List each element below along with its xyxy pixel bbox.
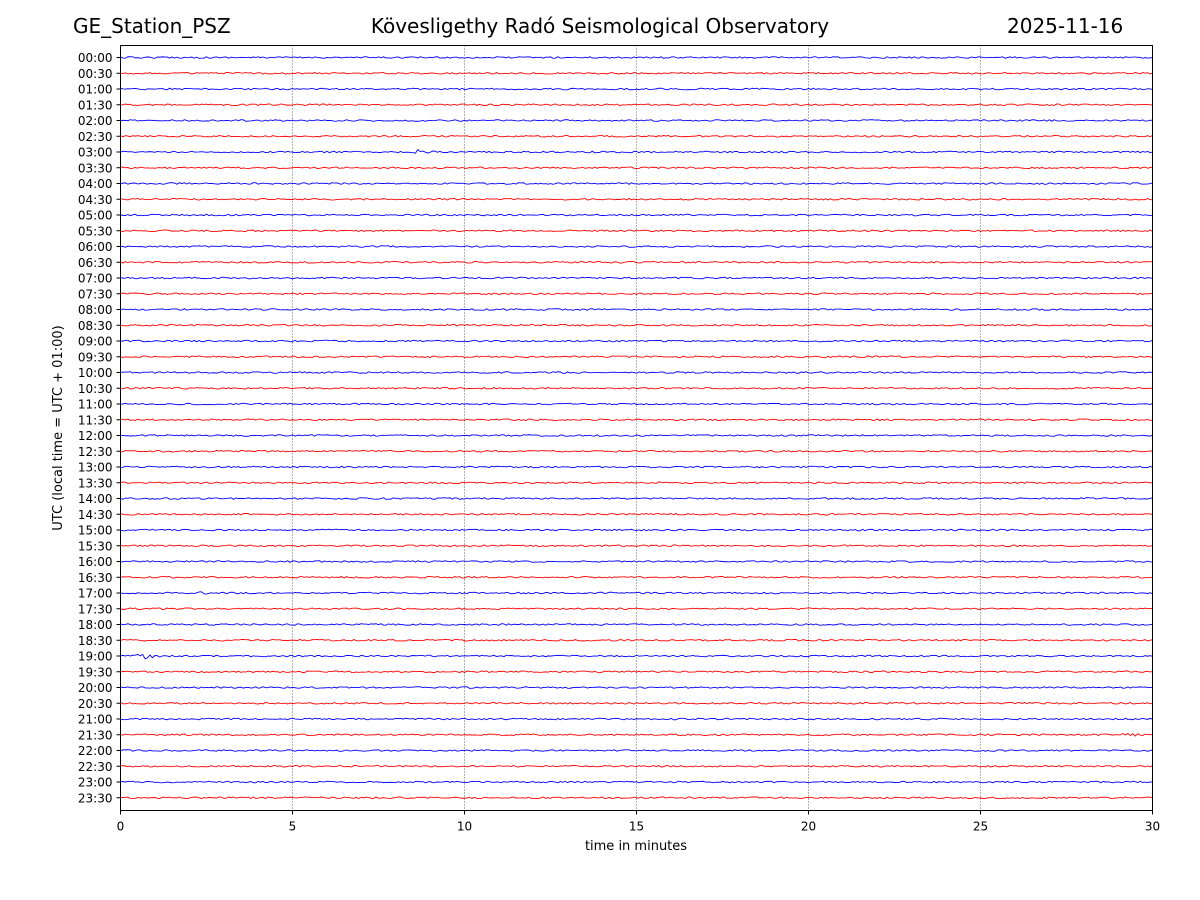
y-tick-label: 19:30 <box>78 665 113 679</box>
trace-1500 <box>120 528 1153 532</box>
y-tick-label: 04:00 <box>78 177 113 191</box>
y-tick-label: 06:30 <box>78 256 113 270</box>
x-axis-label: time in minutes <box>585 839 687 854</box>
y-tick-label: 13:30 <box>78 476 113 490</box>
y-tick-label: 09:00 <box>78 335 113 349</box>
trace-0300 <box>120 149 1153 154</box>
x-axis: 0 5 10 15 20 25 30 <box>117 810 1160 834</box>
trace-0730 <box>120 292 1153 296</box>
y-tick-label: 06:00 <box>78 240 113 254</box>
y-tick-label: 01:30 <box>78 98 113 112</box>
x-tick-label: 10 <box>457 820 472 834</box>
y-axis-label: UTC (local time = UTC + 01:00) <box>51 325 66 530</box>
y-tick-label: 12:00 <box>78 429 113 443</box>
x-tick-label: 5 <box>289 820 297 834</box>
y-tick-label: 14:00 <box>78 492 113 506</box>
y-tick-label: 13:00 <box>78 461 113 475</box>
y-tick-label: 22:00 <box>78 744 113 758</box>
trace-1200 <box>120 434 1153 437</box>
y-tick-label: 08:00 <box>78 303 113 317</box>
x-tick-label: 0 <box>117 820 125 834</box>
trace-1130 <box>120 418 1153 422</box>
x-tick-label: 25 <box>973 820 988 834</box>
y-tick-label: 15:00 <box>78 524 113 538</box>
record-date: 2025-11-16 <box>1007 14 1124 38</box>
y-tick-label: 16:00 <box>78 555 113 569</box>
trace-2300 <box>120 780 1153 784</box>
y-tick-label: 14:30 <box>78 508 113 522</box>
y-tick-label: 02:30 <box>78 130 113 144</box>
trace-0130 <box>120 103 1153 107</box>
y-tick-label: 18:30 <box>78 634 113 648</box>
y-tick-label: 05:30 <box>78 224 113 238</box>
trace-2330 <box>120 796 1153 800</box>
trace-0700 <box>120 276 1153 280</box>
seismogram-traces <box>120 56 1153 800</box>
y-tick-label: 02:00 <box>78 114 113 128</box>
y-tick-label: 20:30 <box>78 697 113 711</box>
y-tick-label: 07:00 <box>78 272 113 286</box>
y-tick-label: 20:00 <box>78 681 113 695</box>
x-tick-label: 30 <box>1145 820 1160 834</box>
y-tick-label: 19:00 <box>78 650 113 664</box>
trace-1530 <box>120 544 1153 548</box>
y-tick-label: 15:30 <box>78 539 113 553</box>
y-tick-label: 21:00 <box>78 713 113 727</box>
y-tick-label: 11:00 <box>78 398 113 412</box>
observatory-title: Kövesligethy Radó Seismological Observat… <box>370 14 830 38</box>
trace-1330 <box>120 481 1153 485</box>
y-tick-label: 00:30 <box>78 67 113 81</box>
station-name: GE_Station_PSZ <box>73 14 231 38</box>
y-tick-label: 10:00 <box>78 366 113 380</box>
y-tick-label: 10:30 <box>78 382 113 396</box>
y-tick-label: 00:00 <box>78 51 113 65</box>
y-tick-label: 09:30 <box>78 350 113 364</box>
y-tick-label: 04:30 <box>78 193 113 207</box>
trace-0900 <box>120 339 1153 343</box>
y-tick-label: 07:30 <box>78 287 113 301</box>
trace-1300 <box>120 465 1153 469</box>
x-tick-label: 20 <box>801 820 816 834</box>
y-tick-label: 21:30 <box>78 728 113 742</box>
y-tick-label: 22:30 <box>78 760 113 774</box>
y-tick-label: 12:30 <box>78 445 113 459</box>
trace-0100 <box>120 87 1153 91</box>
trace-2130 <box>120 733 1153 737</box>
trace-0330 <box>120 166 1153 170</box>
y-tick-label: 18:00 <box>78 618 113 632</box>
minute-gridlines <box>292 45 981 811</box>
y-tick-label: 23:00 <box>78 776 113 790</box>
y-tick-label: 23:30 <box>78 791 113 805</box>
y-tick-label: 11:30 <box>78 413 113 427</box>
trace-0630 <box>120 260 1153 264</box>
x-tick-label: 15 <box>629 820 644 834</box>
trace-2230 <box>120 764 1153 768</box>
trace-1100 <box>120 402 1153 406</box>
y-tick-label: 03:30 <box>78 161 113 175</box>
trace-0930 <box>120 355 1153 359</box>
trace-0530 <box>120 229 1153 233</box>
trace-1730 <box>120 607 1153 611</box>
y-tick-label: 08:30 <box>78 319 113 333</box>
y-tick-label: 01:00 <box>78 83 113 97</box>
y-tick-label: 17:00 <box>78 587 113 601</box>
trace-1700 <box>120 591 1153 595</box>
y-tick-label: 03:00 <box>78 146 113 160</box>
y-tick-label: 16:30 <box>78 571 113 585</box>
y-tick-label: 17:30 <box>78 602 113 616</box>
y-tick-label: 05:00 <box>78 209 113 223</box>
trace-1930 <box>120 670 1153 674</box>
